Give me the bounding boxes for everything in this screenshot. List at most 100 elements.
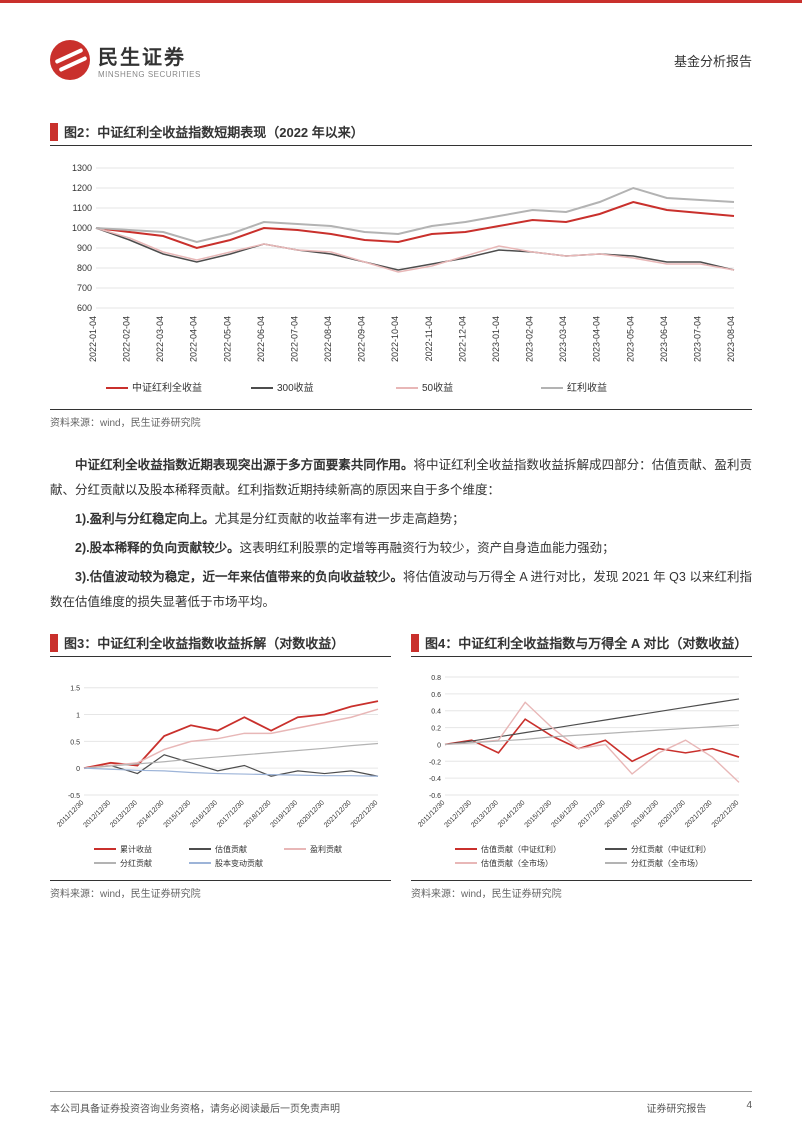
- item2: 2).股本稀释的负向贡献较少。这表明红利股票的定增等再融资行为较少，资产自身造血…: [50, 536, 752, 561]
- svg-text:1100: 1100: [73, 203, 92, 213]
- svg-text:2016/12/30: 2016/12/30: [550, 799, 580, 829]
- red-marker: [50, 123, 58, 141]
- svg-text:-0.2: -0.2: [429, 759, 441, 766]
- svg-text:2020/12/30: 2020/12/30: [657, 799, 687, 829]
- figure4-title-bar: 图4：中证红利全收益指数与万得全 A 对比（对数收益）: [411, 629, 752, 657]
- figure3-col: 图3：中证红利全收益指数收益拆解（对数收益） -0.5 0 0.5 1 1.5 2011/…: [50, 629, 391, 912]
- i1-lead: 1).盈利与分红稳定向上。: [75, 512, 215, 526]
- page: 民生证券 MINSHENG SECURITIES 基金分析报告 图2：中证红利全…: [0, 0, 802, 1133]
- svg-text:-0.6: -0.6: [429, 793, 441, 800]
- svg-text:2019/12/30: 2019/12/30: [631, 799, 661, 829]
- figure3-svg: -0.500.511.52011/12/302012/12/302013/12/…: [54, 671, 384, 871]
- svg-text:0: 0: [76, 766, 80, 773]
- header: 民生证券 MINSHENG SECURITIES 基金分析报告: [50, 40, 752, 100]
- svg-text:2022-02-04: 2022-02-04: [122, 316, 132, 362]
- svg-text:2022-07-04: 2022-07-04: [289, 316, 299, 362]
- svg-text:2021/12/30: 2021/12/30: [684, 799, 714, 829]
- svg-text:分红贡献（中证红利）: 分红贡献（中证红利）: [631, 844, 711, 854]
- svg-text:2018/12/30: 2018/12/30: [243, 799, 273, 829]
- svg-text:1.5: 1.5: [70, 686, 80, 693]
- svg-text:红利收益: 红利收益: [567, 381, 607, 394]
- figure4-title: 图4：中证红利全收益指数与万得全 A 对比（对数收益）: [425, 629, 752, 656]
- svg-text:2014/12/30: 2014/12/30: [497, 799, 527, 829]
- para1: 中证红利全收益指数近期表现突出源于多方面要素共同作用。将中证红利全收益指数收益拆…: [50, 453, 752, 503]
- svg-text:2022-11-04: 2022-11-04: [424, 316, 434, 361]
- figure4-source: 资料来源：wind，民生证券研究院: [411, 881, 752, 912]
- svg-text:2022-08-04: 2022-08-04: [323, 316, 333, 362]
- figure2-chart: 60070080090010001100120013002022-01-0420…: [50, 154, 752, 410]
- svg-text:2014/12/30: 2014/12/30: [136, 799, 166, 829]
- red-marker: [50, 634, 58, 652]
- company-name-en: MINSHENG SECURITIES: [98, 70, 201, 79]
- svg-text:估值贡献: 估值贡献: [215, 844, 247, 854]
- logo-icon: [50, 40, 90, 80]
- svg-text:2023-03-04: 2023-03-04: [558, 316, 568, 362]
- figure3-chart: -0.500.511.52011/12/302012/12/302013/12/…: [50, 665, 391, 881]
- svg-text:2022/12/30: 2022/12/30: [350, 799, 380, 829]
- svg-text:盈利贡献: 盈利贡献: [310, 844, 342, 854]
- svg-text:0.6: 0.6: [431, 692, 441, 699]
- svg-text:2023-04-04: 2023-04-04: [592, 316, 602, 362]
- svg-text:2015/12/30: 2015/12/30: [163, 799, 193, 829]
- svg-text:2022-05-04: 2022-05-04: [222, 316, 232, 362]
- i2-lead: 2).股本稀释的负向贡献较少。: [75, 541, 240, 555]
- svg-text:2023-05-04: 2023-05-04: [625, 316, 635, 362]
- svg-text:600: 600: [77, 303, 92, 313]
- svg-text:2022-09-04: 2022-09-04: [357, 316, 367, 362]
- footer-right: 证券研究报告 4: [646, 1100, 752, 1115]
- svg-text:2022-04-04: 2022-04-04: [189, 316, 199, 362]
- company-name-cn: 民生证券: [98, 41, 201, 70]
- svg-text:2018/12/30: 2018/12/30: [604, 799, 634, 829]
- svg-text:0.2: 0.2: [431, 726, 441, 733]
- svg-text:1200: 1200: [72, 183, 92, 193]
- svg-text:2023-02-04: 2023-02-04: [525, 316, 535, 362]
- svg-text:0: 0: [437, 742, 441, 749]
- svg-text:2017/12/30: 2017/12/30: [216, 799, 246, 829]
- logo-text: 民生证券 MINSHENG SECURITIES: [98, 41, 201, 79]
- svg-text:分红贡献（全市场）: 分红贡献（全市场）: [631, 858, 703, 868]
- svg-text:2019/12/30: 2019/12/30: [270, 799, 300, 829]
- svg-text:2022-10-04: 2022-10-04: [390, 316, 400, 362]
- body-text: 中证红利全收益指数近期表现突出源于多方面要素共同作用。将中证红利全收益指数收益拆…: [50, 453, 752, 615]
- footer-label: 证券研究报告: [646, 1100, 706, 1115]
- svg-text:中证红利全收益: 中证红利全收益: [132, 381, 202, 394]
- svg-text:2022-06-04: 2022-06-04: [256, 316, 266, 362]
- svg-text:1000: 1000: [72, 223, 92, 233]
- figure4-col: 图4：中证红利全收益指数与万得全 A 对比（对数收益） -0.6 -0.4 -0.2…: [411, 629, 752, 912]
- svg-text:2020/12/30: 2020/12/30: [296, 799, 326, 829]
- svg-text:0.5: 0.5: [70, 739, 80, 746]
- figure4-chart: -0.6-0.4-0.200.20.40.60.82011/12/302012/…: [411, 665, 752, 881]
- svg-text:300收益: 300收益: [277, 381, 314, 394]
- svg-text:2011/12/30: 2011/12/30: [56, 799, 85, 828]
- figure4-svg: -0.6-0.4-0.200.20.40.60.82011/12/302012/…: [415, 671, 745, 871]
- p1-lead: 中证红利全收益指数近期表现突出源于多方面要素共同作用。: [75, 458, 414, 472]
- svg-text:2021/12/30: 2021/12/30: [323, 799, 353, 829]
- svg-text:分红贡献: 分红贡献: [120, 858, 152, 868]
- svg-text:2023-07-04: 2023-07-04: [692, 316, 702, 362]
- doc-type: 基金分析报告: [674, 51, 752, 70]
- svg-text:2022-12-04: 2022-12-04: [457, 316, 467, 362]
- figure3-title: 图3：中证红利全收益指数收益拆解（对数收益）: [64, 629, 391, 656]
- svg-text:2013/12/30: 2013/12/30: [470, 799, 500, 829]
- svg-text:2012/12/30: 2012/12/30: [82, 799, 112, 829]
- svg-text:700: 700: [77, 283, 92, 293]
- figure2-title-bar: 图2：中证红利全收益指数短期表现（2022 年以来）: [50, 118, 752, 146]
- i1-rest: 尤其是分红贡献的收益率有进一步走高趋势；: [215, 512, 465, 526]
- svg-text:-0.4: -0.4: [429, 776, 441, 783]
- item3: 3).估值波动较为稳定，近一年来估值带来的负向收益较少。将估值波动与万得全 A …: [50, 565, 752, 615]
- svg-text:0.4: 0.4: [431, 709, 441, 716]
- i2-rest: 这表明红利股票的定增等再融资行为较少，资产自身造血能力强劲；: [240, 541, 615, 555]
- svg-text:0.8: 0.8: [431, 675, 441, 682]
- svg-text:累计收益: 累计收益: [120, 844, 152, 854]
- svg-text:-0.5: -0.5: [68, 793, 80, 800]
- svg-text:2016/12/30: 2016/12/30: [189, 799, 219, 829]
- svg-text:估值贡献（中证红利）: 估值贡献（中证红利）: [481, 844, 561, 854]
- svg-text:2023-08-04: 2023-08-04: [726, 316, 736, 362]
- svg-text:股本变动贡献: 股本变动贡献: [215, 858, 263, 868]
- two-col: 图3：中证红利全收益指数收益拆解（对数收益） -0.5 0 0.5 1 1.5 2011/…: [50, 629, 752, 912]
- page-num: 4: [746, 1100, 752, 1115]
- svg-text:2017/12/30: 2017/12/30: [577, 799, 607, 829]
- svg-text:1: 1: [76, 713, 80, 720]
- figure2-source: 资料来源：wind，民生证券研究院: [50, 410, 752, 441]
- figure2-svg: 60070080090010001100120013002022-01-0420…: [54, 160, 744, 400]
